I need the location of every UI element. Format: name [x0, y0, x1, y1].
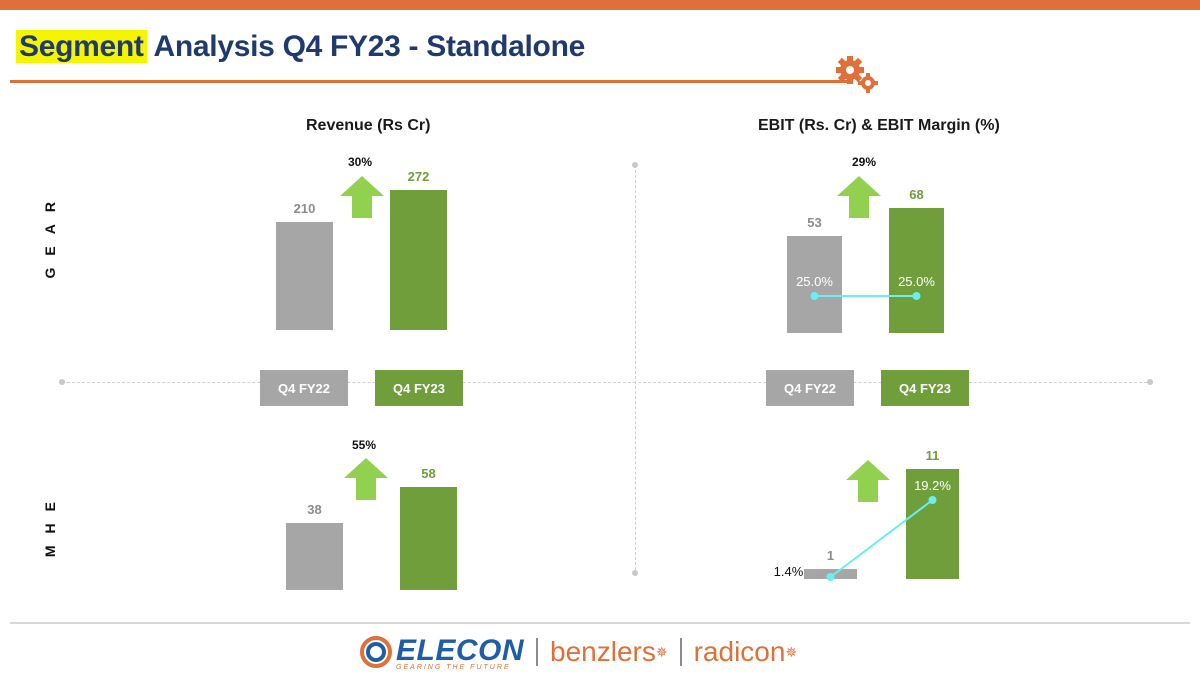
- mhe-revenue-growth-label: 55%: [351, 438, 377, 452]
- revenue-section-title: Revenue (Rs Cr): [306, 117, 431, 134]
- gear-revenue-value-label: 210: [293, 200, 316, 216]
- top-accent-bar: [0, 0, 1200, 10]
- benzlers-mark-icon: ✵: [655, 643, 668, 660]
- gear-ebit-value-label: 53: [807, 214, 822, 230]
- divider-dot-bottom: [632, 570, 638, 576]
- horizontal-divider: [62, 382, 1152, 383]
- gear-ebit-growth-arrow-icon: [837, 176, 881, 218]
- divider-dot-right: [1147, 379, 1153, 385]
- mhe-revenue-growth-arrow-icon: [344, 458, 388, 500]
- gear-ebit-margin-label: 25.0%: [898, 274, 935, 289]
- gear-revenue-growth-label: 30%: [347, 155, 373, 169]
- row-label-mhe: MHE: [42, 490, 58, 558]
- gear-ebit-value-label: 68: [909, 187, 924, 202]
- ebit-section-title: EBIT (Rs. Cr) & EBIT Margin (%): [758, 117, 1000, 134]
- divider-dot-top: [632, 162, 638, 168]
- gear-revenue-bar-current: [390, 190, 447, 330]
- gear-ebit-growth-label: 29%: [851, 155, 877, 169]
- mhe-ebit-margin-label: 19.2%: [914, 478, 951, 493]
- radicon-logo-text: radicon: [693, 636, 786, 667]
- logo-separator: [536, 638, 539, 666]
- row-label-gear: GEAR: [42, 190, 58, 279]
- gear-ebit-bar-current: [889, 208, 944, 333]
- mhe-revenue-value-label: 38: [307, 501, 322, 517]
- mhe-ebit-value-label: 11: [925, 448, 940, 463]
- page-title-highlight: Segment: [16, 30, 147, 63]
- radicon-mark-icon: ✵: [785, 643, 798, 660]
- mhe-ebit-value-label: 1: [826, 548, 835, 563]
- divider-dot-left: [59, 379, 65, 385]
- elecon-tagline: GEARING THE FUTURE: [396, 663, 511, 671]
- category-box-ebit-current: Q4 FY23: [881, 370, 969, 406]
- vertical-divider: [635, 165, 636, 575]
- gear-ebit-margin-label: 25.0%: [796, 274, 833, 289]
- title-underline: [10, 80, 850, 83]
- category-box-revenue-prior: Q4 FY22: [260, 370, 348, 406]
- elecon-logo-text: ELECON: [396, 633, 525, 667]
- page-title-rest: Analysis Q4 FY23 - Standalone: [146, 30, 586, 63]
- mhe-revenue-bar-prior: [286, 522, 343, 590]
- page-title: Segment Analysis Q4 FY23 - Standalone: [16, 30, 585, 64]
- footer-logos: ELECON GEARING THE FUTURE benzlers ✵ radi…: [360, 630, 797, 674]
- mhe-ebit-growth-arrow-icon: [846, 460, 890, 502]
- footer-divider: [10, 622, 1190, 624]
- gear-revenue-value-label: 272: [407, 169, 430, 184]
- elecon-logo: ELECON GEARING THE FUTURE: [396, 634, 524, 671]
- mhe-ebit-margin-label: 1.4%: [773, 564, 804, 579]
- gear-revenue-growth-arrow-icon: [340, 176, 384, 218]
- elecon-logo-icon: [360, 636, 392, 668]
- category-box-ebit-prior: Q4 FY22: [766, 370, 854, 406]
- mhe-revenue-value-label: 58: [421, 466, 436, 481]
- mhe-revenue-bar-current: [400, 487, 457, 590]
- category-box-revenue-current: Q4 FY23: [375, 370, 463, 406]
- gear-revenue-bar-prior: [276, 221, 333, 330]
- gears-icon: [836, 56, 878, 93]
- benzlers-logo-text: benzlers: [550, 636, 656, 667]
- logo-separator: [679, 638, 682, 666]
- gear-ebit-bar-prior: [787, 235, 842, 333]
